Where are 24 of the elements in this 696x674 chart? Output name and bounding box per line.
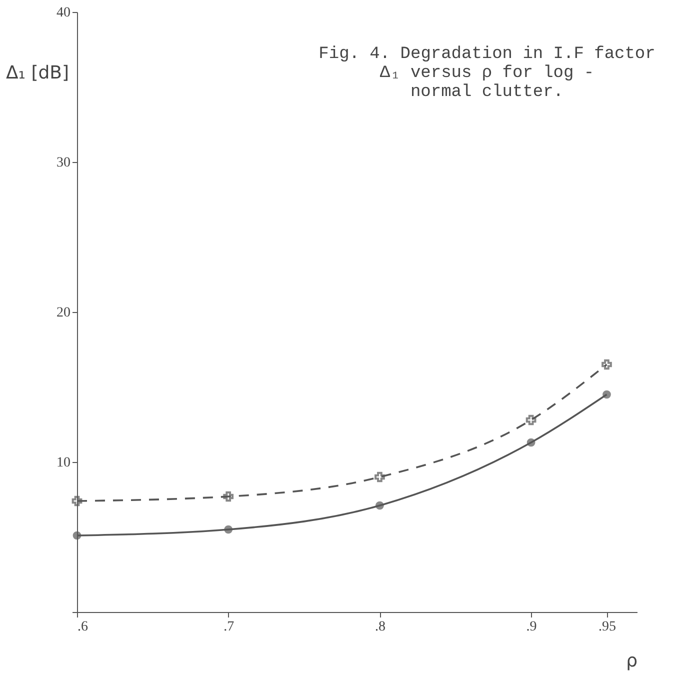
point — [526, 438, 536, 447]
x-tick-label: .6 — [78, 620, 88, 634]
text: normal clutter. — [410, 83, 564, 102]
x-tick-label: .95 — [598, 620, 616, 634]
y-axis-title: Δ₁ [dB] — [6, 62, 70, 84]
point — [602, 359, 612, 370]
y-tick-label: 20 — [56, 306, 70, 320]
point — [602, 390, 611, 399]
x-tick-label: .7 — [224, 620, 234, 634]
point — [376, 501, 384, 510]
y-tick-label: 10 — [56, 456, 70, 470]
point — [526, 414, 536, 426]
text: Δ₁ versus ρ for log - — [380, 64, 594, 83]
point — [223, 491, 234, 502]
point — [72, 531, 82, 540]
x-tick-label: .9 — [526, 620, 537, 634]
text: Fig. 4. Degradation in I.F factor — [318, 45, 656, 64]
y-tick-label: 40 — [56, 6, 70, 20]
point — [224, 525, 233, 534]
point — [374, 472, 385, 482]
y-tick-label: 30 — [56, 156, 70, 170]
x-tick-label: .8 — [374, 620, 386, 634]
x-axis-title: ρ — [626, 650, 638, 672]
point — [72, 496, 82, 506]
